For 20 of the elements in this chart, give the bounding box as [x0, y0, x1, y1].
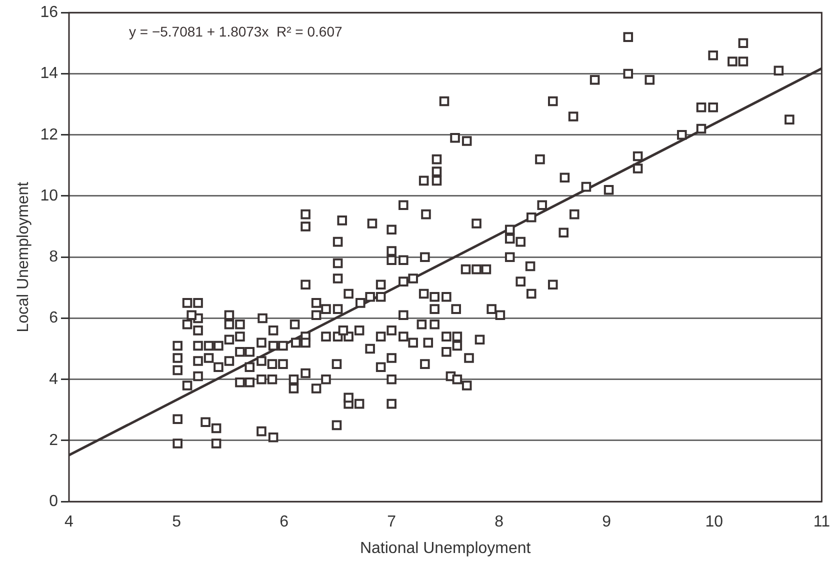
y-axis-title: Local Unemployment [15, 181, 32, 332]
x-tick-label: 11 [813, 514, 830, 531]
y-tick-label: 6 [49, 310, 58, 327]
x-tick-label: 9 [602, 514, 612, 531]
annotation: y = −5.7081 + 1.8073x R² = 0.607 [128, 23, 342, 40]
x-tick-label: 10 [705, 514, 724, 531]
y-tick-label: 4 [49, 370, 58, 388]
y-tick-label: 10 [40, 187, 58, 204]
x-tick-label: 4 [64, 514, 74, 531]
y-tick-label: 14 [40, 65, 58, 82]
y-tick-label: 2 [49, 432, 58, 449]
y-tick-label: 0 [49, 493, 58, 510]
y-tick-label: 8 [49, 248, 58, 266]
x-tick-label: 7 [387, 514, 396, 531]
x-tick-label: 6 [280, 514, 289, 531]
x-tick-label: 5 [172, 514, 182, 531]
y-tick-label: 12 [40, 126, 58, 144]
x-axis-title: National Unemployment [360, 540, 532, 557]
x-tick-label: 8 [494, 514, 504, 531]
y-tick-label: 16 [40, 4, 58, 22]
